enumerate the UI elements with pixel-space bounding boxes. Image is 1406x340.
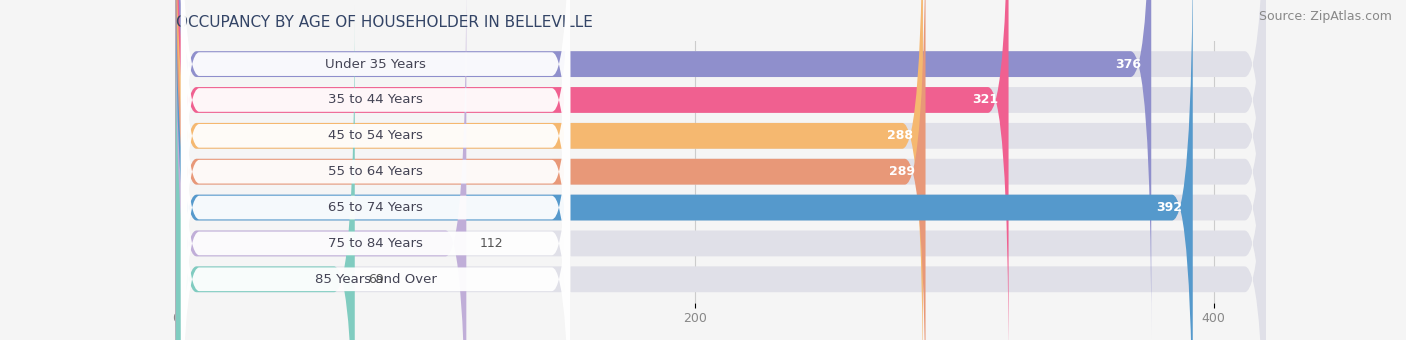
FancyBboxPatch shape (181, 0, 569, 303)
FancyBboxPatch shape (176, 0, 1265, 340)
Text: 65 to 74 Years: 65 to 74 Years (328, 201, 423, 214)
FancyBboxPatch shape (176, 0, 1265, 340)
Text: 112: 112 (479, 237, 503, 250)
FancyBboxPatch shape (176, 0, 1265, 340)
FancyBboxPatch shape (181, 40, 569, 340)
FancyBboxPatch shape (181, 0, 569, 339)
FancyBboxPatch shape (176, 0, 1192, 340)
FancyBboxPatch shape (176, 0, 925, 340)
Text: Source: ZipAtlas.com: Source: ZipAtlas.com (1258, 10, 1392, 23)
FancyBboxPatch shape (176, 5, 1265, 340)
FancyBboxPatch shape (176, 0, 467, 340)
Text: 35 to 44 Years: 35 to 44 Years (328, 94, 423, 106)
FancyBboxPatch shape (181, 0, 569, 340)
FancyBboxPatch shape (176, 0, 1265, 340)
FancyBboxPatch shape (176, 0, 1008, 340)
Text: 55 to 64 Years: 55 to 64 Years (328, 165, 423, 178)
FancyBboxPatch shape (176, 0, 1152, 338)
Text: 321: 321 (972, 94, 998, 106)
Text: 376: 376 (1115, 57, 1140, 71)
FancyBboxPatch shape (176, 0, 1265, 340)
Text: 69: 69 (368, 273, 384, 286)
FancyBboxPatch shape (176, 0, 922, 340)
FancyBboxPatch shape (176, 5, 354, 340)
FancyBboxPatch shape (181, 0, 569, 340)
Text: 75 to 84 Years: 75 to 84 Years (328, 237, 423, 250)
Text: Under 35 Years: Under 35 Years (325, 57, 426, 71)
Text: 392: 392 (1156, 201, 1182, 214)
FancyBboxPatch shape (181, 4, 569, 340)
Text: OCCUPANCY BY AGE OF HOUSEHOLDER IN BELLEVILLE: OCCUPANCY BY AGE OF HOUSEHOLDER IN BELLE… (176, 15, 592, 30)
FancyBboxPatch shape (181, 0, 569, 340)
Text: 288: 288 (887, 129, 912, 142)
Text: 85 Years and Over: 85 Years and Over (315, 273, 436, 286)
Text: 45 to 54 Years: 45 to 54 Years (328, 129, 423, 142)
FancyBboxPatch shape (176, 0, 1265, 338)
Text: 289: 289 (889, 165, 915, 178)
